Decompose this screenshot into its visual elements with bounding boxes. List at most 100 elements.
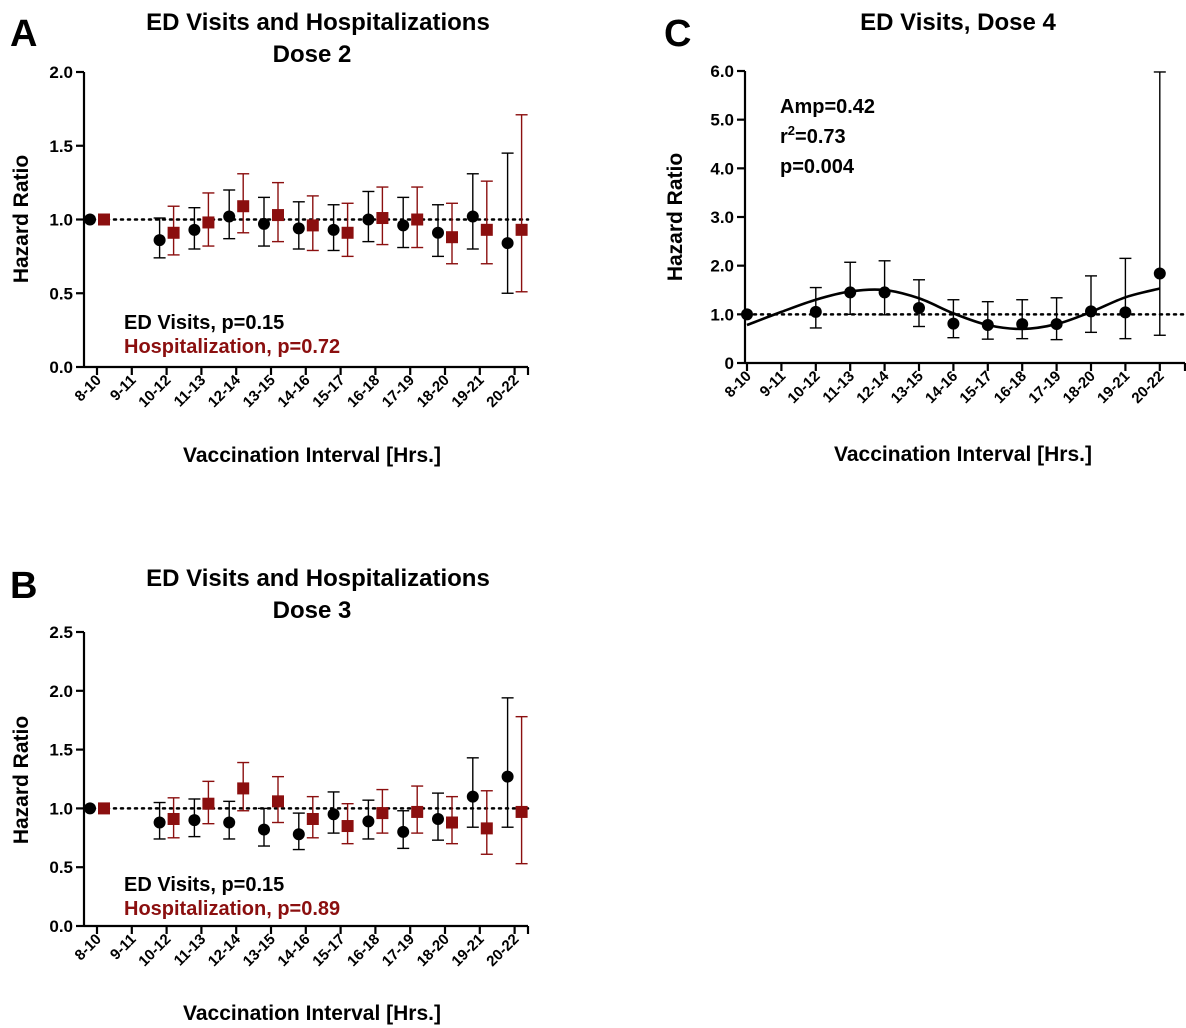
annotation-p-value: p=0.004	[780, 156, 855, 178]
y-tick-label: 1.5	[49, 741, 73, 760]
data-point-hospitalization	[272, 209, 284, 222]
data-point-hospitalization	[98, 802, 110, 815]
data-point-hospitalization	[376, 212, 389, 225]
annotation-r-squared: r2=0.73	[780, 123, 846, 148]
data-point-ed-visits	[362, 213, 375, 226]
y-axis-label: Hazard Ratio	[664, 153, 687, 281]
data-point-ed-visits	[878, 286, 891, 299]
y-tick-label: 2.0	[49, 63, 73, 82]
data-point-hospitalization	[167, 812, 180, 825]
y-tick-label: 1.0	[49, 799, 73, 818]
data-point-ed-visits	[981, 319, 994, 332]
data-point-ed-visits	[1050, 318, 1063, 331]
y-tick-label: 6.0	[710, 62, 734, 81]
data-point-ed-visits	[432, 226, 444, 239]
data-point-hospitalization	[376, 807, 389, 820]
data-point-ed-visits	[466, 790, 479, 803]
data-point-hospitalization	[515, 223, 528, 236]
x-axis-label: Vaccination Interval [Hrs.]	[834, 443, 1092, 466]
data-point-ed-visits	[188, 223, 201, 236]
data-point-ed-visits	[362, 815, 375, 828]
r-squared-value: =0.73	[795, 126, 846, 148]
data-point-ed-visits	[84, 213, 96, 226]
chart-title-line-1: ED Visits and Hospitalizations	[146, 9, 490, 36]
y-tick-label: 2.0	[710, 257, 734, 276]
data-point-ed-visits	[501, 770, 514, 783]
y-tick-label: 2.5	[49, 623, 73, 642]
data-point-hospitalization	[411, 805, 424, 818]
data-point-hospitalization	[167, 226, 180, 239]
data-point-ed-visits	[397, 219, 410, 232]
x-axis-label: Vaccination Interval [Hrs.]	[183, 444, 441, 467]
data-point-hospitalization	[446, 816, 458, 829]
annotation-hospitalization: Hospitalization, p=0.89	[124, 898, 340, 920]
annotation-amplitude: Amp=0.42	[780, 96, 875, 118]
data-point-ed-visits	[258, 823, 270, 836]
data-point-hospitalization	[341, 820, 354, 833]
data-point-ed-visits	[1153, 267, 1166, 280]
data-point-ed-visits	[809, 305, 822, 318]
data-point-ed-visits	[947, 317, 960, 330]
data-point-ed-visits	[501, 237, 514, 250]
y-tick-label: 2.0	[49, 682, 73, 701]
data-point-ed-visits	[223, 210, 236, 223]
y-tick-label: 0.5	[49, 858, 73, 877]
data-point-hospitalization	[446, 231, 458, 244]
data-point-ed-visits	[292, 222, 305, 235]
data-point-ed-visits	[292, 828, 305, 841]
data-point-hospitalization	[237, 200, 250, 213]
data-point-ed-visits	[223, 816, 236, 829]
y-axis-label: Hazard Ratio	[10, 155, 33, 283]
y-axis-label: Hazard Ratio	[10, 716, 33, 844]
x-axis-label: Vaccination Interval [Hrs.]	[183, 1002, 441, 1025]
data-point-ed-visits	[466, 210, 479, 223]
annotation-ed-visits: ED Visits, p=0.15	[124, 312, 284, 334]
panel-letter: B	[10, 565, 37, 607]
annotation-ed-visits: ED Visits, p=0.15	[124, 874, 284, 896]
data-point-hospitalization	[515, 805, 528, 818]
panel-letter: C	[664, 13, 691, 55]
chart-title-line-2: Dose 3	[273, 597, 352, 624]
data-point-ed-visits	[1085, 305, 1097, 318]
data-point-hospitalization	[98, 213, 110, 226]
data-point-ed-visits	[432, 812, 444, 825]
panel-letter: A	[10, 13, 37, 55]
data-point-ed-visits	[84, 802, 96, 815]
data-point-ed-visits	[153, 234, 166, 247]
data-point-ed-visits	[327, 808, 340, 821]
data-point-ed-visits	[844, 286, 857, 299]
data-point-hospitalization	[411, 213, 424, 226]
y-tick-label: 1.0	[49, 211, 73, 230]
y-tick-label: 0.5	[49, 284, 73, 303]
y-tick-label: 0	[725, 354, 734, 373]
r-squared-superscript: 2	[788, 123, 795, 138]
chart-title-line-2: Dose 2	[273, 41, 352, 68]
y-tick-label: 1.5	[49, 137, 73, 156]
y-tick-label: 3.0	[710, 208, 734, 227]
y-tick-label: 5.0	[710, 111, 734, 130]
y-tick-label: 0.0	[49, 358, 73, 377]
data-point-hospitalization	[306, 812, 319, 825]
chart-title: ED Visits, Dose 4	[860, 9, 1056, 36]
r-squared-base: r	[780, 126, 788, 148]
data-point-ed-visits	[1016, 318, 1029, 331]
data-point-hospitalization	[341, 226, 354, 239]
data-point-ed-visits	[327, 223, 340, 236]
data-point-ed-visits	[1119, 306, 1132, 319]
data-point-ed-visits	[258, 217, 270, 230]
data-point-hospitalization	[237, 782, 250, 795]
data-point-ed-visits	[741, 308, 753, 321]
data-point-hospitalization	[306, 219, 319, 232]
y-tick-label: 4.0	[710, 159, 734, 178]
data-point-hospitalization	[202, 216, 215, 229]
data-point-ed-visits	[397, 825, 410, 838]
y-tick-label: 1.0	[710, 305, 734, 324]
chart-title-line-1: ED Visits and Hospitalizations	[146, 565, 490, 592]
data-point-ed-visits	[153, 816, 166, 829]
annotation-hospitalization: Hospitalization, p=0.72	[124, 336, 340, 358]
data-point-hospitalization	[480, 223, 493, 236]
data-point-hospitalization	[202, 797, 215, 810]
data-point-hospitalization	[272, 795, 284, 808]
